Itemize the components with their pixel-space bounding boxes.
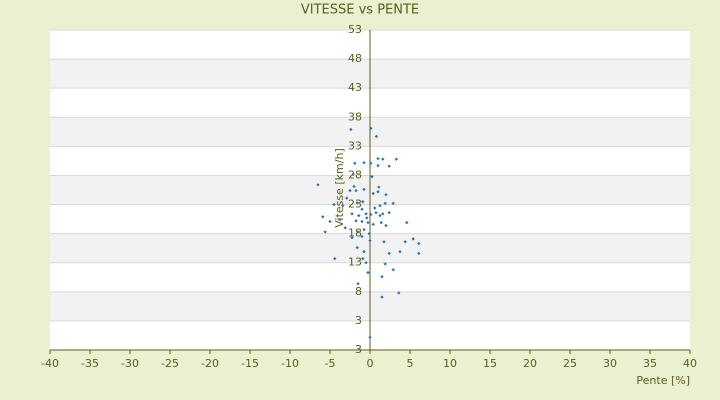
x-tick-label: 35 (643, 357, 657, 370)
x-tick-label: 20 (523, 357, 537, 370)
y-axis-title: Vitesse [km/h] (333, 148, 346, 228)
x-tick-label: -20 (201, 357, 219, 370)
data-point (321, 215, 325, 219)
data-point (405, 220, 409, 225)
x-tick-label: -40 (41, 357, 59, 370)
x-tick-label: -15 (241, 357, 259, 370)
x-tick-label: 10 (443, 357, 457, 370)
x-tick-label: 0 (367, 357, 374, 370)
y-tick-label: 8 (355, 285, 362, 298)
x-tick-label: -30 (121, 357, 139, 370)
x-axis-title: Pente [%] (636, 374, 690, 387)
x-tick-label: 40 (683, 357, 697, 370)
data-point (374, 134, 379, 139)
data-point (365, 216, 369, 220)
data-point (381, 212, 385, 216)
x-tick-label: -10 (281, 357, 299, 370)
data-point (377, 185, 381, 189)
x-tick-label: 5 (407, 357, 414, 370)
data-point (369, 161, 373, 165)
data-point (381, 157, 385, 161)
x-tick-label: -5 (325, 357, 336, 370)
x-tick-label: -25 (161, 357, 179, 370)
data-point (361, 199, 365, 204)
x-tick-label: 15 (483, 357, 497, 370)
data-point (345, 196, 349, 200)
data-point (357, 213, 361, 218)
y-tick-label: 33 (348, 139, 362, 152)
y-tick-label: 23 (348, 198, 362, 211)
x-tick-label: 25 (563, 357, 577, 370)
data-point (394, 157, 399, 161)
data-point (353, 161, 357, 165)
data-point (369, 212, 373, 217)
y-tick-label: 28 (348, 168, 362, 181)
data-point (349, 127, 353, 132)
data-point (417, 251, 421, 256)
y-tick-label: 48 (348, 52, 362, 65)
data-point (417, 241, 421, 246)
y-tick-label: 38 (348, 110, 362, 123)
y-tick-label: 53 (348, 23, 362, 36)
x-tick-label: -35 (81, 357, 99, 370)
chart-title: VITESSE vs PENTE (301, 3, 419, 18)
y-tick-label: 18 (348, 227, 362, 240)
data-point (373, 206, 377, 210)
x-tick-label: 30 (603, 357, 617, 370)
data-point (341, 204, 345, 208)
y-tick-label: 13 (348, 256, 362, 269)
y-tick-label: 43 (348, 81, 362, 94)
y-tick-label: 3 (355, 314, 362, 327)
data-point (369, 126, 373, 131)
